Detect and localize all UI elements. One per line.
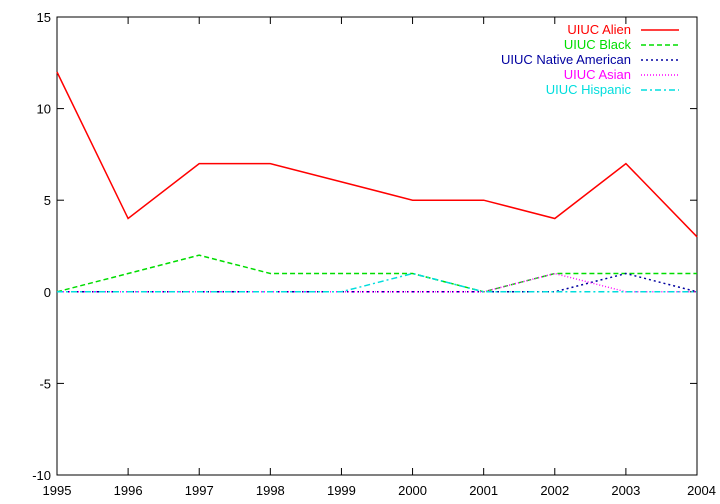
plot-frame — [56, 16, 698, 476]
y-tick-label: 15 — [37, 10, 51, 25]
x-tick-label: 1996 — [114, 483, 143, 498]
x-tick-label: 1999 — [327, 483, 356, 498]
legend-label: UIUC Alien — [567, 22, 631, 37]
legend-label: UIUC Native American — [501, 52, 631, 67]
x-tick-label: 2002 — [540, 483, 569, 498]
series-line-5 — [57, 272, 697, 293]
x-tick-label: 1997 — [185, 483, 214, 498]
series-line-3 — [57, 272, 698, 293]
legend-label: UIUC Hispanic — [546, 82, 632, 97]
axis-ticks: -10 -5 0 5 10 15 1995 1996 1997 1998 1999 2000 2001 2… — [32, 10, 716, 498]
series-line-1 — [56, 71, 698, 238]
x-tick-label: 1998 — [256, 483, 285, 498]
x-tick-label: 2001 — [469, 483, 498, 498]
y-tick-label: -10 — [32, 468, 51, 483]
x-tick-label: 2000 — [398, 483, 427, 498]
legend-label: UIUC Black — [564, 37, 632, 52]
x-tick-label: 2003 — [611, 483, 640, 498]
series-line-2 — [56, 254, 697, 293]
x-tick-label: 2004 — [687, 483, 716, 498]
y-tick-label: -5 — [39, 376, 51, 391]
x-tick-label: 1995 — [43, 483, 72, 498]
y-tick-label: 0 — [44, 285, 51, 300]
legend-label: UIUC Asian — [564, 67, 631, 82]
y-tick-label: 5 — [44, 193, 51, 208]
series-lines — [56, 71, 698, 293]
y-tick-label: 10 — [37, 102, 51, 117]
series-line-4 — [57, 272, 697, 293]
